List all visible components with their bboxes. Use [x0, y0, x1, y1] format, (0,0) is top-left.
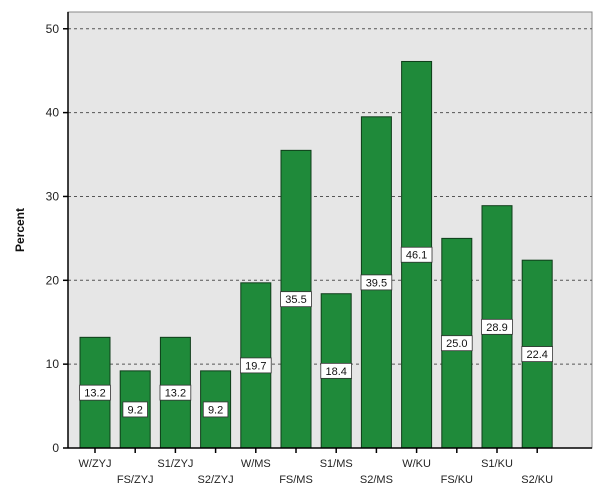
x-tick-label: S2/KU [521, 474, 553, 486]
data-label: 28.9 [486, 322, 507, 334]
x-tick-label: S1/KU [481, 458, 513, 470]
data-label: 46.1 [406, 250, 427, 262]
y-tick-label: 20 [46, 273, 60, 287]
data-label-box [122, 401, 148, 418]
x-tick-label: S1/ZYJ [157, 458, 193, 470]
y-axis-title: Percent [13, 208, 27, 252]
y-tick-label: 50 [46, 22, 60, 36]
data-label: 9.2 [208, 404, 223, 416]
data-label: 9.2 [128, 404, 143, 416]
data-label-box [202, 401, 229, 418]
data-label: 22.4 [526, 349, 547, 361]
x-tick-label: W/KU [402, 458, 431, 470]
data-label: 25.0 [446, 338, 467, 350]
x-tick-label: S1/MS [320, 458, 353, 470]
x-tick-label: FS/ZYJ [117, 474, 154, 486]
y-tick-label: 40 [46, 106, 60, 120]
bars: 13.2 9.2 13.2 9.2 19.7 35.5 18.4 39.5 46.1 25.0 28… [79, 60, 553, 449]
x-tick-label: FS/MS [279, 474, 313, 486]
data-label: 19.7 [245, 360, 266, 372]
data-label-box [239, 357, 272, 374]
y-tick-label: 0 [52, 441, 59, 455]
y-tick-label: 30 [46, 189, 60, 203]
x-tick-label: W/ZYJ [79, 458, 112, 470]
data-label-box [440, 335, 473, 352]
x-tick-label: W/MS [241, 458, 271, 470]
data-label: 35.5 [285, 294, 306, 306]
x-tick-label: S2/ZYJ [198, 474, 234, 486]
data-label-box [320, 362, 352, 379]
data-label: 18.4 [325, 366, 346, 378]
data-label-box [481, 318, 513, 335]
data-label-box [360, 274, 393, 291]
data-label-box [521, 346, 553, 362]
data-label-box [79, 384, 111, 401]
y-tick-label: 10 [46, 357, 60, 371]
data-label: 13.2 [84, 388, 105, 400]
data-label-box [400, 246, 433, 263]
data-label-box [280, 291, 312, 308]
data-label-box [159, 384, 192, 401]
x-tick-label: S2/MS [360, 474, 393, 486]
x-tick-label: FS/KU [441, 474, 473, 486]
data-label: 39.5 [366, 277, 387, 289]
data-label: 13.2 [165, 388, 186, 400]
